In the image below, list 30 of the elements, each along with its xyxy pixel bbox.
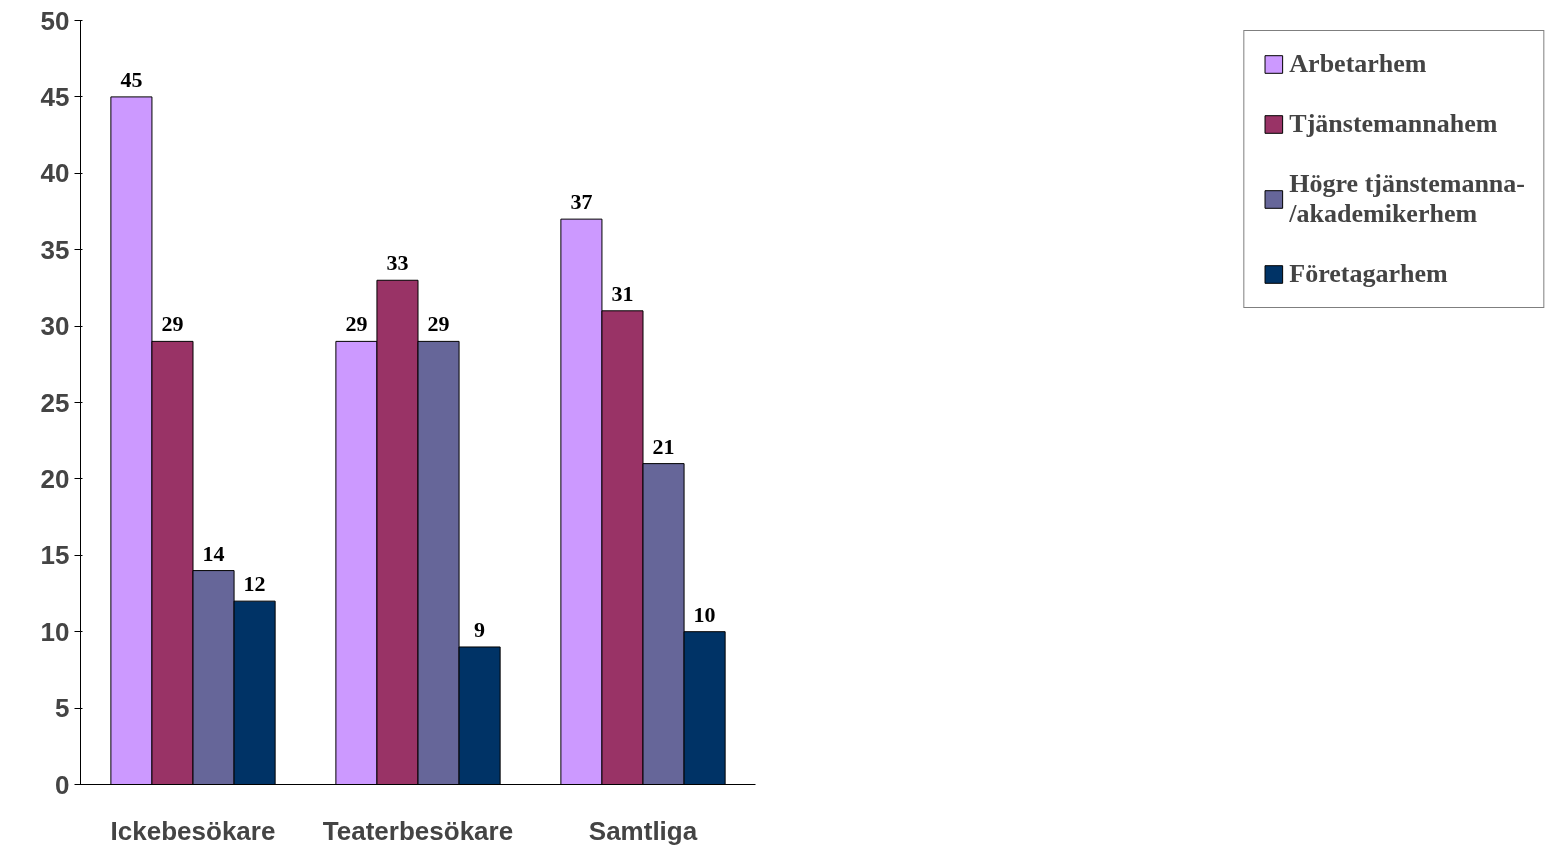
- y-tick-label: 45: [40, 81, 70, 112]
- y-tick-label: 30: [40, 311, 70, 342]
- y-tick-label: 10: [40, 616, 70, 647]
- x-tick-label: Ickebesökare: [110, 815, 276, 846]
- data-label: 37: [570, 189, 593, 215]
- y-tick-label: 5: [55, 693, 70, 724]
- y-tick-label: 40: [40, 158, 70, 189]
- data-label: 10: [693, 601, 716, 627]
- y-tick-label: 20: [40, 463, 70, 494]
- data-label: 31: [611, 280, 634, 306]
- data-label: 29: [345, 311, 368, 337]
- y-tick-label: 50: [40, 5, 70, 36]
- data-label: 33: [386, 250, 409, 276]
- x-tick-label: Teaterbesökare: [322, 815, 514, 846]
- data-label: 14: [202, 540, 225, 566]
- data-label: 45: [120, 66, 143, 92]
- y-tick-label: 35: [40, 234, 70, 265]
- data-label: 29: [161, 311, 184, 337]
- legend-label: Företagarhem: [1289, 259, 1448, 289]
- data-label: 9: [474, 616, 486, 642]
- y-tick-label: 15: [40, 540, 70, 571]
- data-label: 21: [652, 433, 675, 459]
- x-tick-label: Samtliga: [588, 815, 698, 846]
- legend-label: Tjänstemannahem: [1289, 109, 1498, 139]
- y-tick-label: 0: [55, 769, 70, 800]
- y-tick-label: 25: [40, 387, 70, 418]
- legend-label: Arbetarhem: [1289, 49, 1427, 79]
- data-label: 12: [243, 571, 266, 597]
- legend-label: Högre tjänstemanna-/akademikerhem: [1289, 169, 1525, 229]
- data-label: 29: [427, 311, 450, 337]
